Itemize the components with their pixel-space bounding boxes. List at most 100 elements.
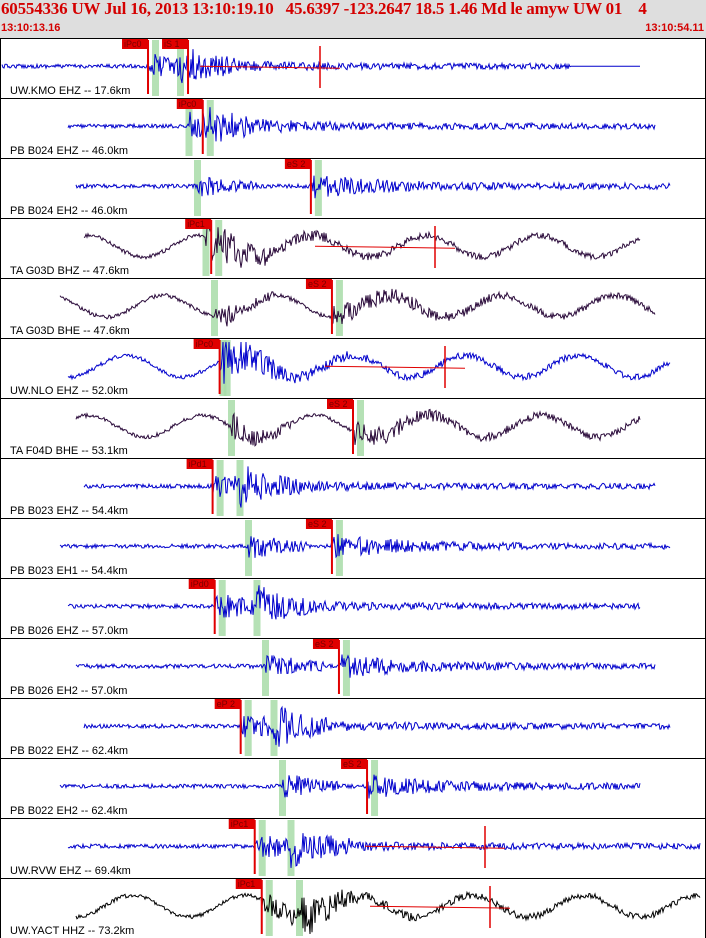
- waveform: [67, 833, 701, 868]
- pick-label: eS 2: [329, 399, 348, 409]
- trace-row[interactable]: eS 2 PB B022 EH2 -- 62.4km: [0, 758, 706, 819]
- trace-row[interactable]: eS 2 PB B024 EH2 -- 46.0km: [0, 158, 706, 219]
- coda-line: [369, 905, 511, 909]
- phase-pick[interactable]: iPc0: [122, 39, 150, 94]
- trace-label: UW.RVW EHZ -- 69.4km: [10, 865, 131, 877]
- end-time-label: 13:10:54.11: [645, 22, 704, 34]
- phase-pick[interactable]: iPc0: [193, 339, 221, 394]
- trace-row[interactable]: eS 2 TA F04D BHE -- 53.1km: [0, 398, 706, 459]
- phase-pick[interactable]: eS 2: [327, 399, 354, 454]
- s-window: [228, 400, 235, 456]
- s-window: [211, 280, 218, 336]
- waveform: [83, 222, 641, 268]
- waveform: [67, 107, 656, 142]
- pick-label: eS 2: [315, 639, 334, 649]
- trace-row[interactable]: eS 2 PB B026 EH2 -- 57.0km: [0, 638, 706, 699]
- pick-flag: [214, 699, 241, 709]
- pick-label: eP 2: [217, 699, 235, 709]
- pick-label: iPc1: [187, 219, 205, 229]
- pick-label: iPc0: [196, 339, 214, 349]
- trace-label: PB B022 EH2 -- 62.4km: [10, 805, 127, 817]
- trace-row[interactable]: iPc0 PB B024 EHZ -- 46.0km: [0, 98, 706, 159]
- trace-row[interactable]: iPd0 PB B026 EHZ -- 57.0km: [0, 578, 706, 639]
- s-window: [279, 760, 286, 816]
- pick-label: iS 1: [164, 39, 180, 49]
- phase-pick[interactable]: eS 2: [305, 519, 333, 574]
- pick-flag: [327, 399, 353, 409]
- waveform: [1, 49, 640, 84]
- trace-row[interactable]: iPd1 PB B023 EHZ -- 54.4km: [0, 458, 706, 519]
- pick-label: eS 2: [343, 759, 362, 769]
- s-window: [185, 100, 193, 156]
- phase-pick[interactable]: eS 2: [341, 759, 369, 814]
- s-window: [253, 580, 261, 636]
- waveform: [67, 585, 641, 620]
- s-window: [219, 340, 227, 396]
- trace-label: UW.KMO EHZ -- 17.6km: [10, 85, 130, 97]
- pick-label: iPd1: [189, 459, 207, 469]
- p-window: [223, 340, 231, 396]
- trace-label: PB B026 EH2 -- 57.0km: [10, 685, 127, 697]
- waveform: [75, 175, 671, 199]
- p-window: [206, 100, 214, 156]
- pick-label: iPd0: [191, 579, 209, 589]
- phase-pick[interactable]: iPd0: [188, 579, 216, 634]
- phase-pick[interactable]: eS 2: [305, 279, 333, 334]
- pick-label: iPc0: [179, 99, 197, 109]
- trace-label: PB B024 EHZ -- 46.0km: [10, 145, 128, 157]
- waveform: [59, 534, 671, 559]
- phase-pick[interactable]: eS 2: [284, 159, 312, 214]
- p-window: [335, 280, 343, 336]
- waveform: [67, 341, 671, 384]
- trace-row[interactable]: iPc0 UW.NLO EHZ -- 52.0km: [0, 338, 706, 399]
- pick-flag: [176, 99, 203, 109]
- trace-label: UW.NLO EHZ -- 52.0km: [10, 385, 128, 397]
- trace-label: TA G03D BHE -- 47.6km: [10, 325, 130, 337]
- pick-flag: [193, 339, 220, 349]
- phase-pick[interactable]: iPc0: [176, 99, 204, 154]
- trace-row[interactable]: iPc1 UW.YACT HHZ -- 73.2km: [0, 878, 706, 938]
- phase-pick[interactable]: eS 2: [312, 639, 340, 694]
- event-title: 60554336 UW Jul 16, 2013 13:10:19.10 45.…: [1, 0, 647, 18]
- waveform: [75, 654, 656, 678]
- phase-pick[interactable]: iPd1: [186, 459, 214, 514]
- pick-flag: [235, 879, 262, 889]
- trace-row[interactable]: eS 2 PB B023 EH1 -- 54.4km: [0, 518, 706, 579]
- start-time-label: 13:10:13.16: [1, 22, 61, 34]
- phase-pick[interactable]: iPc1: [228, 819, 256, 874]
- waveform: [75, 889, 701, 935]
- waveform: [83, 705, 671, 747]
- pick-flag: [312, 639, 339, 649]
- seismogram-panel[interactable]: iPc0 iS 1 UW.KMO EHZ -- 17.6km iPc0 PB B024 …: [0, 38, 706, 938]
- coda-line: [364, 845, 506, 849]
- pick-label: iPc0: [124, 39, 142, 49]
- p-window: [342, 640, 350, 696]
- pick-flag: [228, 819, 255, 829]
- s-window: [236, 460, 244, 516]
- phase-pick[interactable]: iPc1: [185, 219, 213, 274]
- p-window: [244, 700, 252, 756]
- trace-row[interactable]: iPc0 iS 1 UW.KMO EHZ -- 17.6km: [0, 38, 706, 99]
- waveform: [83, 466, 656, 508]
- trace-label: PB B023 EHZ -- 54.4km: [10, 505, 128, 517]
- s-window: [202, 220, 210, 276]
- p-window: [215, 220, 223, 276]
- trace-row[interactable]: iPc1 TA G03D BHZ -- 47.6km: [0, 218, 706, 279]
- coda-line: [324, 365, 466, 369]
- waveform: [59, 288, 656, 327]
- phase-pick[interactable]: iS 1: [162, 39, 190, 94]
- trace-label: TA F04D BHE -- 53.1km: [10, 445, 128, 457]
- pick-flag: [162, 39, 189, 49]
- pick-flag: [305, 279, 332, 289]
- trace-row[interactable]: iPc1 UW.RVW EHZ -- 69.4km: [0, 818, 706, 879]
- phase-pick[interactable]: iPc1: [235, 879, 263, 934]
- pick-flag: [341, 759, 368, 769]
- pick-flag: [188, 579, 215, 589]
- pick-flag: [122, 39, 149, 49]
- trace-label: PB B024 EH2 -- 46.0km: [10, 205, 127, 217]
- phase-pick[interactable]: eP 2: [214, 699, 242, 754]
- trace-row[interactable]: eS 2 TA G03D BHE -- 47.6km: [0, 278, 706, 339]
- event-header: 60554336 UW Jul 16, 2013 13:10:19.10 45.…: [0, 0, 706, 38]
- trace-row[interactable]: eP 2 PB B022 EHZ -- 62.4km: [0, 698, 706, 759]
- pick-flag: [284, 159, 311, 169]
